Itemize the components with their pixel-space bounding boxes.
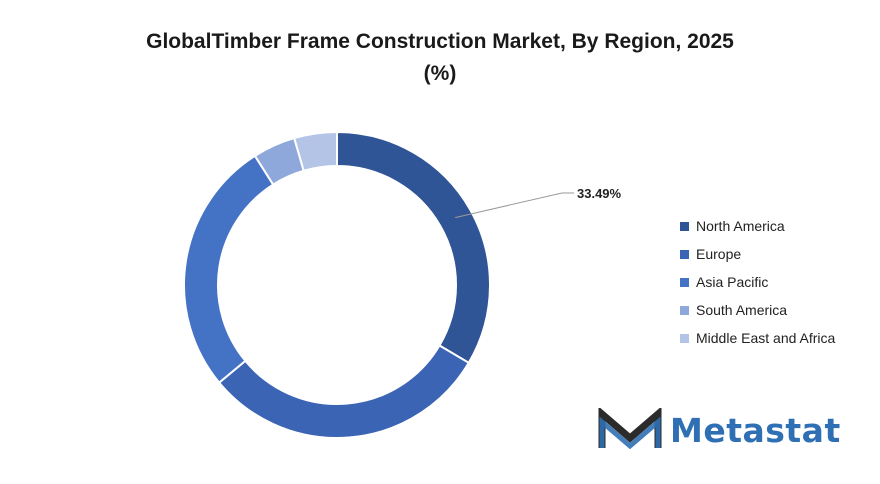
donut-slice-asia-pacific [183, 154, 275, 385]
legend-swatch [680, 333, 689, 343]
legend-item-north-america: North America [680, 212, 835, 240]
donut-slice-middle-east-and-africa [292, 130, 338, 172]
legend-item-south-america: South America [680, 296, 835, 324]
legend: North America Europe Asia Pacific South … [680, 212, 835, 352]
chart-title-line2: (%) [423, 62, 457, 85]
legend-label: Asia Pacific [696, 274, 769, 290]
legend-item-middle-east-africa: Middle East and Africa [680, 324, 835, 352]
legend-item-europe: Europe [680, 240, 835, 268]
legend-swatch [680, 277, 689, 287]
donut-slice-europe [217, 344, 471, 439]
metastat-logo-text: Metastat [670, 410, 841, 450]
legend-swatch [680, 221, 689, 231]
legend-label: North America [696, 218, 785, 234]
legend-label: Middle East and Africa [696, 330, 836, 346]
data-label-north-america: 33.49% [577, 186, 622, 201]
legend-swatch [680, 305, 689, 315]
legend-label: South America [696, 302, 788, 318]
metastat-m-icon [598, 408, 662, 450]
data-label-leader-line [455, 192, 574, 219]
metastat-logo: Metastat [598, 408, 841, 452]
chart-title-line1: GlobalTimber Frame Construction Market, … [146, 30, 734, 53]
legend-item-asia-pacific: Asia Pacific [680, 268, 835, 296]
legend-label: Europe [696, 246, 742, 262]
chart-title: GlobalTimber Frame Construction Market, … [60, 26, 820, 90]
donut-slice-north-america [336, 130, 491, 365]
legend-swatch [680, 249, 689, 259]
